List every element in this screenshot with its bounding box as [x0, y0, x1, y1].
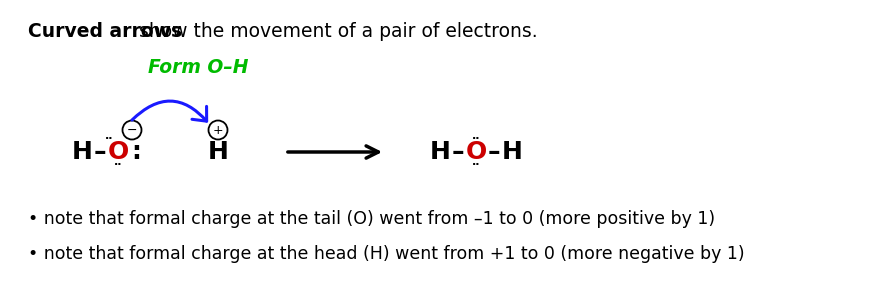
Text: Curved arrows: Curved arrows	[28, 22, 182, 41]
Text: Form O–H: Form O–H	[148, 58, 249, 77]
Text: +: +	[212, 124, 223, 137]
Text: • note that formal charge at the head (H) went from +1 to 0 (more negative by 1): • note that formal charge at the head (H…	[28, 245, 745, 263]
Text: H: H	[430, 140, 450, 164]
Text: O: O	[466, 140, 487, 164]
Text: H: H	[501, 140, 523, 164]
Text: :: :	[131, 140, 141, 164]
Text: show the movement of a pair of electrons.: show the movement of a pair of electrons…	[133, 22, 538, 41]
Text: • note that formal charge at the tail (O) went from –1 to 0 (more positive by 1): • note that formal charge at the tail (O…	[28, 210, 715, 228]
FancyArrowPatch shape	[132, 101, 207, 121]
Text: –: –	[488, 140, 500, 164]
Text: O: O	[107, 140, 128, 164]
Text: H: H	[208, 140, 228, 164]
Text: ··: ··	[114, 160, 122, 170]
Text: −: −	[127, 124, 137, 137]
Text: ··: ··	[472, 134, 480, 144]
Text: –: –	[451, 140, 465, 164]
Text: ··: ··	[472, 160, 480, 170]
Text: –: –	[94, 140, 106, 164]
Text: H: H	[71, 140, 93, 164]
Text: ··: ··	[104, 134, 113, 144]
